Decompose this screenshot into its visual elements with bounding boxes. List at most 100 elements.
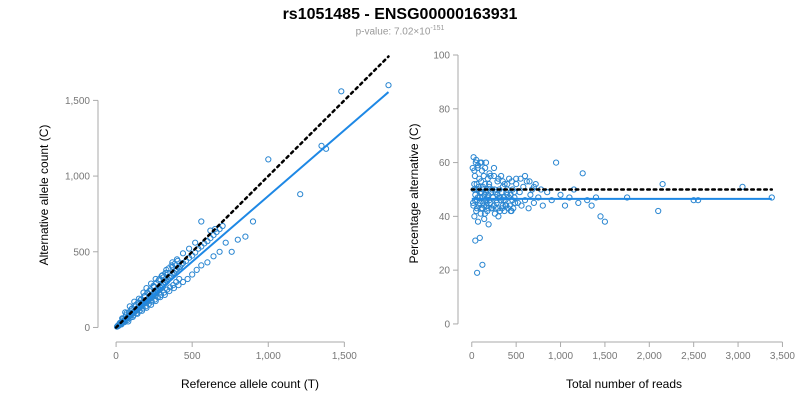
right-data-point xyxy=(561,202,569,209)
right-data-point xyxy=(471,213,478,220)
left-data-point xyxy=(140,289,147,296)
right-data-point xyxy=(592,194,600,201)
left-data-point xyxy=(131,298,138,305)
left-data-point xyxy=(198,218,205,225)
page-subtitle: p-value: 7.02×10-151 xyxy=(0,25,800,37)
left-data-point xyxy=(242,233,249,240)
right-y-tick-label: 80 xyxy=(439,104,451,115)
right-data-point xyxy=(588,202,595,209)
right-y-tick-label: 60 xyxy=(439,158,451,169)
left-data-point xyxy=(179,278,187,286)
right-data-point xyxy=(535,194,542,201)
right-data-point xyxy=(498,189,505,196)
right-data-point xyxy=(490,172,498,180)
left-reference-line xyxy=(114,55,390,329)
left-y-tick-label: 1,000 xyxy=(65,172,90,183)
right-data-point xyxy=(513,175,520,182)
right-data-point xyxy=(474,194,481,201)
right-data-point xyxy=(491,210,498,217)
right-data-point xyxy=(566,194,573,201)
right-data-point xyxy=(481,215,488,223)
right-data-point xyxy=(482,164,489,172)
right-data-point xyxy=(490,164,498,172)
right-data-point xyxy=(517,175,524,182)
right-data-point xyxy=(499,178,506,185)
right-data-point xyxy=(474,269,481,276)
right-data-point xyxy=(478,159,485,166)
right-data-point xyxy=(481,210,488,217)
right-y-axis-title: Percentage alternative (C) xyxy=(407,123,421,263)
left-data-point xyxy=(211,226,219,233)
right-data-point xyxy=(472,237,479,244)
right-data-point xyxy=(539,202,546,209)
right-data-point xyxy=(601,218,609,225)
left-data-point xyxy=(234,236,241,243)
right-data-point xyxy=(518,202,525,209)
left-data-point xyxy=(216,248,223,255)
right-data-point xyxy=(473,156,480,163)
right-data-point xyxy=(579,170,586,177)
right-data-point xyxy=(495,175,502,182)
right-data-point xyxy=(575,199,582,206)
left-data-point xyxy=(192,239,199,246)
left-data-point xyxy=(198,262,205,269)
left-data-point xyxy=(189,271,196,278)
left-data-point xyxy=(168,262,175,269)
right-data-point xyxy=(695,197,702,204)
right-y-tick-label: 40 xyxy=(439,212,451,223)
right-data-point xyxy=(485,221,492,228)
right-data-point xyxy=(548,197,555,204)
right-data-point xyxy=(553,159,560,166)
left-x-axis-title: Reference allele count (T) xyxy=(181,377,319,391)
right-data-point xyxy=(544,189,551,196)
right-x-tick-label: 0 xyxy=(469,351,475,362)
right-y-tick-label: 20 xyxy=(439,266,451,277)
right-x-tick-label: 3,500 xyxy=(770,351,795,362)
right-data-point xyxy=(527,191,534,198)
right-data-point xyxy=(624,194,631,201)
left-data-point xyxy=(318,142,325,149)
right-data-point xyxy=(476,234,483,241)
left-y-axis-title: Alternative allele count (C) xyxy=(37,125,51,266)
left-data-point xyxy=(297,191,304,198)
left-data-point xyxy=(249,218,257,225)
left-y-tick-label: 500 xyxy=(73,247,90,258)
left-data-point xyxy=(152,275,159,283)
right-data-point xyxy=(486,183,493,190)
right-data-point xyxy=(525,205,532,212)
right-data-point xyxy=(523,178,530,185)
right-x-tick-label: 2,500 xyxy=(681,351,706,362)
right-data-point xyxy=(482,181,489,188)
left-data-point xyxy=(153,279,160,286)
page-title: rs1051485 - ENSG00000163931 xyxy=(282,6,518,23)
right-x-tick-label: 500 xyxy=(508,351,525,362)
right-data-point xyxy=(530,199,538,206)
right-data-point xyxy=(557,191,564,198)
right-data-point xyxy=(471,181,478,188)
right-data-point xyxy=(521,172,529,180)
right-data-point xyxy=(584,197,591,204)
right-data-point xyxy=(521,197,529,204)
right-data-point xyxy=(473,205,480,212)
left-data-point xyxy=(219,222,226,230)
left-data-point xyxy=(228,248,235,255)
right-x-tick-label: 3,000 xyxy=(726,351,751,362)
right-data-point xyxy=(487,172,494,180)
left-data-point xyxy=(186,245,193,252)
right-data-point xyxy=(508,178,515,185)
right-data-point xyxy=(486,181,493,188)
right-data-point xyxy=(526,178,533,185)
left-data-point xyxy=(174,257,181,264)
right-data-point xyxy=(486,170,493,177)
left-data-point xyxy=(222,239,229,246)
right-x-tick-label: 2,000 xyxy=(637,351,662,362)
right-data-point xyxy=(485,205,492,212)
left-x-tick-label: 0 xyxy=(113,351,119,362)
right-data-point xyxy=(768,194,775,201)
p-value-exponent: -151 xyxy=(430,25,445,32)
right-data-point xyxy=(739,183,746,190)
left-y-tick-label: 0 xyxy=(84,323,90,334)
right-data-point xyxy=(479,261,486,268)
left-data-point xyxy=(170,285,177,292)
